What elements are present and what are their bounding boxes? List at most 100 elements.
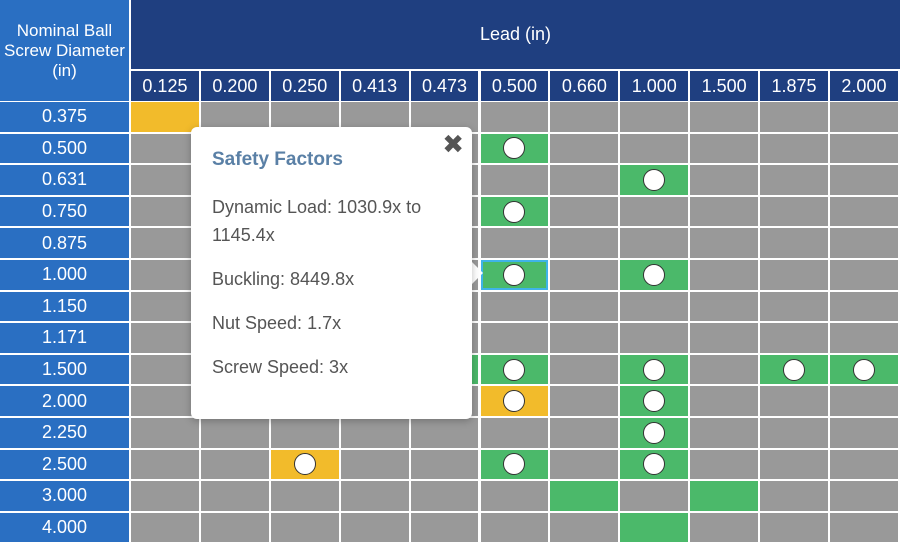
diameter-row-header: 0.631 bbox=[0, 165, 129, 195]
grid-cell bbox=[131, 133, 199, 164]
grid-cell bbox=[830, 133, 898, 164]
grid-cell[interactable] bbox=[480, 196, 549, 227]
grid-cell bbox=[131, 449, 199, 480]
grid-cell bbox=[760, 291, 828, 322]
circle-marker-icon[interactable] bbox=[643, 421, 666, 444]
diameter-row-header: 1.171 bbox=[0, 323, 129, 353]
lead-column-header: 0.473 bbox=[410, 71, 479, 101]
grid-cell[interactable] bbox=[620, 449, 689, 480]
grid-cell bbox=[830, 228, 898, 258]
close-icon[interactable]: ✖ bbox=[442, 129, 464, 159]
circle-marker-icon[interactable] bbox=[643, 263, 666, 286]
grid-cell[interactable] bbox=[760, 354, 828, 385]
lead-column-header: 1.875 bbox=[760, 71, 828, 101]
lead-column-header: 0.660 bbox=[550, 71, 619, 101]
grid-cell bbox=[620, 228, 689, 258]
grid-cell[interactable] bbox=[480, 260, 549, 290]
grid-cell bbox=[480, 481, 549, 511]
dynamic-load-text: Dynamic Load: 1030.9x to 1145.4x bbox=[212, 197, 422, 245]
diameter-row-header: 1.500 bbox=[0, 354, 129, 385]
circle-marker-icon[interactable] bbox=[783, 358, 806, 381]
grid-cell[interactable] bbox=[620, 354, 689, 385]
grid-cell bbox=[760, 323, 828, 353]
grid-cell bbox=[480, 512, 549, 543]
grid-cell bbox=[131, 260, 199, 290]
diameter-row-header: 0.375 bbox=[0, 102, 129, 132]
grid-cell bbox=[830, 165, 898, 195]
grid-cell bbox=[690, 512, 759, 543]
grid-cell bbox=[760, 512, 828, 543]
grid-cell[interactable] bbox=[270, 449, 339, 480]
grid-cell bbox=[620, 481, 689, 511]
grid-cell bbox=[480, 165, 549, 195]
grid-cell[interactable] bbox=[830, 354, 898, 385]
grid-cell[interactable] bbox=[690, 481, 759, 511]
grid-cell[interactable] bbox=[480, 133, 549, 164]
circle-marker-icon[interactable] bbox=[643, 358, 666, 381]
nut-speed-text: Nut Speed: 1.7x bbox=[212, 313, 342, 333]
grid-cell[interactable] bbox=[620, 165, 689, 195]
grid-cell bbox=[690, 354, 759, 385]
grid-cell bbox=[830, 386, 898, 416]
grid-cell bbox=[131, 291, 199, 322]
circle-marker-icon[interactable] bbox=[503, 263, 526, 286]
diameter-row-header: 0.750 bbox=[0, 196, 129, 227]
lead-axis-header: Lead (in) bbox=[131, 0, 900, 69]
grid-cell bbox=[690, 102, 759, 132]
grid-cell[interactable] bbox=[480, 386, 549, 416]
grid-cell bbox=[131, 512, 199, 543]
circle-marker-icon[interactable] bbox=[503, 390, 526, 413]
grid-cell bbox=[270, 418, 339, 448]
circle-marker-icon[interactable] bbox=[503, 453, 526, 476]
grid-cell bbox=[550, 386, 619, 416]
grid-cell bbox=[410, 481, 479, 511]
circle-marker-icon[interactable] bbox=[503, 358, 526, 381]
grid-cell bbox=[830, 260, 898, 290]
circle-marker-icon[interactable] bbox=[852, 358, 875, 381]
circle-marker-icon[interactable] bbox=[643, 390, 666, 413]
grid-cell bbox=[410, 102, 479, 132]
lead-column-header: 0.413 bbox=[340, 71, 409, 101]
grid-cell bbox=[200, 102, 269, 132]
diameter-row-header: 2.250 bbox=[0, 418, 129, 448]
grid-cell[interactable] bbox=[620, 260, 689, 290]
grid-cell bbox=[830, 323, 898, 353]
grid-cell bbox=[131, 354, 199, 385]
grid-cell bbox=[550, 228, 619, 258]
grid-cell bbox=[830, 512, 898, 543]
diameter-row-header: 0.500 bbox=[0, 133, 129, 164]
grid-cell[interactable] bbox=[131, 102, 199, 132]
circle-marker-icon[interactable] bbox=[643, 453, 666, 476]
grid-cell bbox=[270, 102, 339, 132]
grid-cell bbox=[270, 512, 339, 543]
popup-title: Safety Factors bbox=[212, 149, 343, 170]
lead-column-header: 0.250 bbox=[270, 71, 339, 101]
grid-cell[interactable] bbox=[550, 481, 619, 511]
lead-column-header: 0.200 bbox=[200, 71, 269, 101]
circle-marker-icon[interactable] bbox=[643, 168, 666, 191]
grid-cell bbox=[131, 196, 199, 227]
circle-marker-icon[interactable] bbox=[503, 200, 526, 223]
circle-marker-icon[interactable] bbox=[293, 453, 316, 476]
lead-column-header: 1.500 bbox=[690, 71, 759, 101]
diameter-row-header: 1.150 bbox=[0, 291, 129, 322]
grid-cell bbox=[620, 196, 689, 227]
grid-cell[interactable] bbox=[480, 354, 549, 385]
grid-cell bbox=[340, 481, 409, 511]
grid-cell bbox=[131, 323, 199, 353]
grid-cell bbox=[550, 102, 619, 132]
diameter-axis-header: Nominal Ball Screw Diameter (in) bbox=[0, 0, 129, 101]
grid-cell bbox=[690, 165, 759, 195]
grid-cell bbox=[550, 354, 619, 385]
circle-marker-icon[interactable] bbox=[503, 137, 526, 160]
grid-cell bbox=[760, 418, 828, 448]
grid-cell[interactable] bbox=[620, 512, 689, 543]
grid-cell[interactable] bbox=[620, 418, 689, 448]
screw-speed-text: Screw Speed: 3x bbox=[212, 357, 349, 377]
grid-cell bbox=[760, 165, 828, 195]
grid-cell[interactable] bbox=[620, 386, 689, 416]
grid-cell bbox=[550, 133, 619, 164]
grid-cell[interactable] bbox=[480, 449, 549, 480]
grid-cell bbox=[620, 291, 689, 322]
grid-cell bbox=[410, 449, 479, 480]
